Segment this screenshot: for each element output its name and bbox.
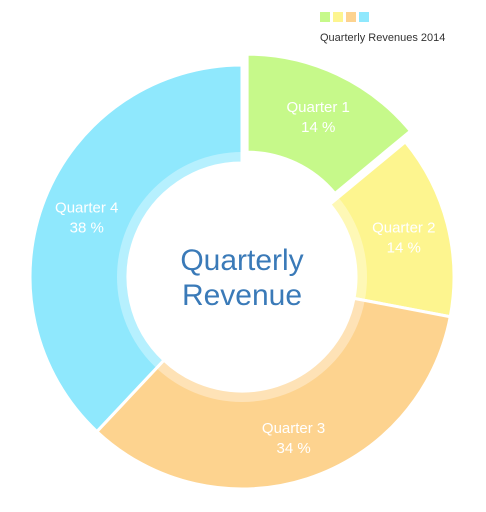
slice-label-value: 14 % [387,239,421,256]
legend: Quarterly Revenues 2014 [320,12,480,48]
slices-group [28,52,456,491]
slice-label-value: 34 % [277,440,311,457]
legend-swatch-q3 [346,12,356,22]
slice-quarter-1[interactable] [245,52,413,196]
slice-label-name: Quarter 1 [287,99,350,116]
slice-label-name: Quarter 2 [372,219,435,236]
slice-label-name: Quarter 4 [55,200,118,217]
legend-swatch-q2 [333,12,343,22]
slice-label-value: 38 % [70,220,104,237]
donut-hole [128,163,356,391]
legend-swatch-q1 [320,12,330,22]
legend-label: Quarterly Revenues 2014 [320,32,446,44]
center-title-line-2: Revenue [182,279,302,312]
slice-label-value: 14 % [301,119,335,136]
slice-label-name: Quarter 3 [262,420,325,437]
center-title-line-1: Quarterly [180,244,303,277]
legend-swatch-q4 [359,12,369,22]
slice-labels-group: Quarter 1 14 % Quarter 2 14 % Quarter 3 34 % Q… [55,99,435,457]
